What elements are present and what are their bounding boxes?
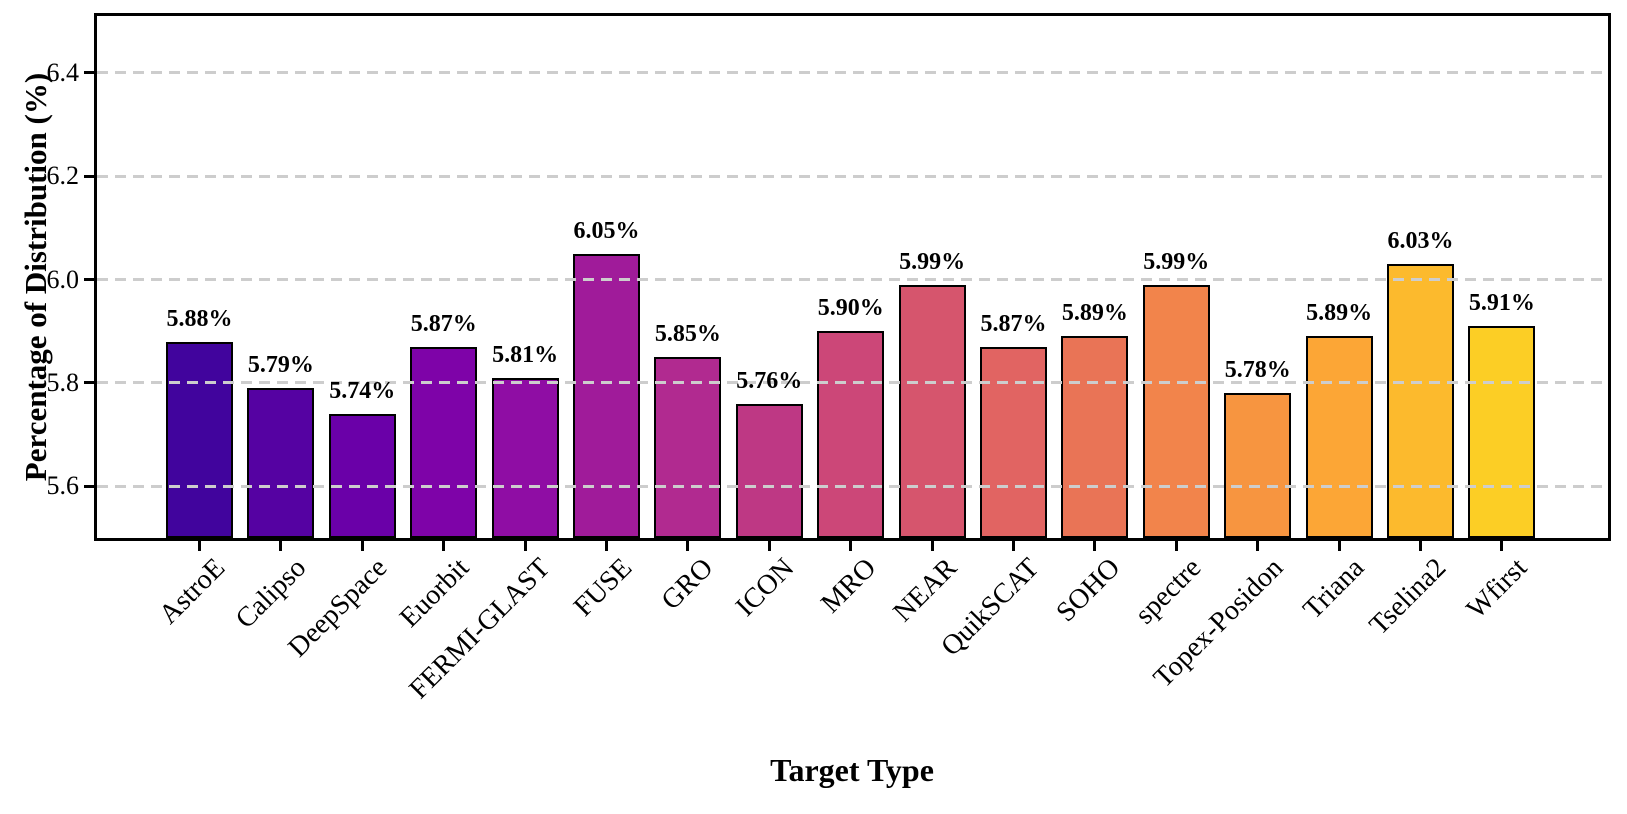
x-tick-label-Triana: Triana — [1297, 552, 1371, 626]
x-tick-mark — [198, 541, 201, 551]
bar-value-label-MRO: 5.90% — [817, 295, 884, 322]
bar-GRO — [654, 357, 722, 538]
bar-value-label-DeepSpace: 5.74% — [329, 377, 396, 404]
x-tick-label-FUSE: FUSE — [567, 552, 638, 623]
x-tick-label-AstroE: AstroE — [152, 552, 231, 631]
bar-Euorbit — [410, 346, 478, 538]
y-tick-label: 5.8 — [46, 367, 80, 397]
x-axis-title: Target Type — [770, 752, 934, 788]
x-tick-mark — [849, 541, 853, 551]
bar-NEAR — [898, 284, 966, 538]
bar-Triana — [1305, 336, 1373, 538]
bar-AstroE — [166, 341, 233, 538]
x-tick-mark — [1337, 541, 1341, 551]
x-tick-mark — [767, 541, 771, 551]
bar-value-label-AstroE: 5.88% — [166, 305, 233, 332]
x-tick-label-FERMI-GLAST: FERMI-GLAST — [403, 552, 557, 706]
gridline-y-6.2 — [97, 174, 1608, 178]
bar-DeepSpace — [328, 413, 396, 538]
x-tick-mark — [442, 541, 446, 551]
y-tick-mark — [84, 278, 94, 282]
y-tick-label: 6.4 — [46, 57, 80, 87]
bar-value-label-QuikSCAT: 5.87% — [980, 310, 1047, 337]
x-tick-mark — [1256, 541, 1260, 551]
bar-Wfirst — [1468, 326, 1536, 538]
x-tick-mark — [523, 541, 527, 551]
x-tick-mark — [605, 541, 608, 551]
y-tick-mark — [84, 71, 94, 75]
bar-value-label-SOHO: 5.89% — [1061, 300, 1128, 327]
x-tick-mark — [1419, 541, 1422, 551]
y-tick-label: 6.2 — [46, 161, 80, 191]
y-tick-label: 5.6 — [46, 471, 80, 501]
bar-Topex-Posidon — [1224, 393, 1292, 538]
bar-value-label-spectre: 5.99% — [1143, 248, 1210, 275]
bar-FERMI-GLAST — [491, 377, 559, 538]
x-tick-label-spectre: spectre — [1129, 552, 1208, 631]
x-tick-mark — [686, 541, 690, 551]
bar-value-label-Triana: 5.89% — [1306, 300, 1373, 327]
bar-value-label-GRO: 5.85% — [654, 321, 721, 348]
x-tick-mark — [279, 541, 283, 551]
x-tick-mark — [360, 541, 364, 551]
x-tick-mark — [1093, 541, 1097, 551]
x-tick-label-ICON: ICON — [730, 552, 801, 623]
x-tick-label-GRO: GRO — [655, 552, 720, 617]
x-tick-label-Wfirst: Wfirst — [1460, 552, 1534, 625]
y-tick-label: 6.0 — [46, 264, 80, 294]
x-tick-mark — [1174, 541, 1178, 551]
bar-MRO — [817, 331, 885, 538]
bar-value-label-NEAR: 5.99% — [899, 248, 966, 275]
bar-value-label-Topex-Posidon: 5.78% — [1224, 357, 1291, 384]
bar-value-label-Calipso: 5.79% — [247, 352, 314, 379]
y-tick-mark — [84, 381, 94, 385]
bar-spectre — [1142, 284, 1210, 538]
plot-area: 5.88% 5.79% 5.74% 5.87% 5.81% 6.05% 5.85% 5.76%… — [47, 13, 1611, 705]
bar-Calipso — [247, 388, 315, 538]
y-tick-mark — [84, 484, 94, 488]
x-tick-mark — [930, 541, 934, 551]
bar-ICON — [735, 403, 803, 538]
bar-value-label-FERMI-GLAST: 5.81% — [492, 341, 559, 368]
x-tick-mark — [1500, 541, 1504, 551]
bar-value-label-ICON: 5.76% — [736, 367, 803, 394]
y-tick-mark — [84, 174, 94, 178]
bar-Tselina2 — [1387, 264, 1454, 538]
gridline-y-6.4 — [97, 71, 1608, 75]
bar-value-label-Tselina2: 6.03% — [1387, 228, 1454, 255]
x-tick-label-Euorbit: Euorbit — [393, 552, 475, 634]
x-tick-label-Tselina2: Tselina2 — [1362, 552, 1452, 642]
x-tick-label-NEAR: NEAR — [887, 552, 964, 629]
x-tick-label-SOHO: SOHO — [1050, 552, 1127, 629]
bar-QuikSCAT — [980, 346, 1047, 538]
bar-value-label-Euorbit: 5.87% — [410, 310, 477, 337]
bar-FUSE — [573, 253, 640, 538]
bar-value-label-FUSE: 6.05% — [573, 217, 640, 244]
bar-SOHO — [1061, 336, 1129, 538]
gridline-y-6.0 — [97, 278, 1608, 282]
x-tick-label-MRO: MRO — [814, 552, 882, 620]
x-tick-mark — [1012, 541, 1015, 551]
bar-value-label-Wfirst: 5.91% — [1468, 290, 1535, 317]
